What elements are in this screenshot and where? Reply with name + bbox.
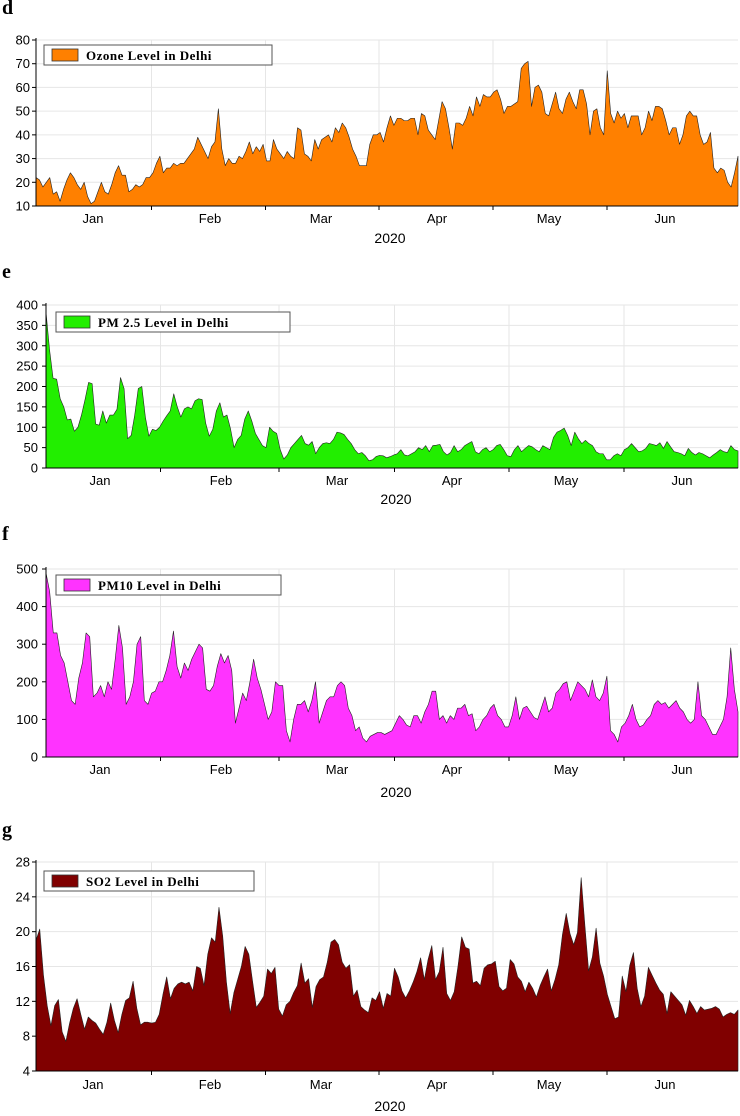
- y-tick-label: 100: [16, 420, 38, 435]
- y-tick-label: 300: [16, 637, 38, 652]
- panel-letter: d: [2, 0, 13, 19]
- legend-box: [43, 870, 255, 892]
- series-area: [45, 311, 739, 469]
- y-tick-label: 30: [16, 151, 30, 166]
- y-tick-label: 300: [16, 338, 38, 353]
- x-tick-label: Mar: [310, 211, 333, 226]
- legend-box: [55, 574, 282, 596]
- x-tick-label: Jun: [672, 762, 693, 777]
- legend-label: PM 2.5 Level in Delhi: [98, 315, 229, 330]
- y-tick-label: 0: [31, 461, 38, 476]
- x-tick-label: Feb: [210, 473, 232, 488]
- y-tick-label: 24: [16, 889, 30, 904]
- x-tick-label: May: [554, 762, 579, 777]
- legend-swatch: [51, 48, 79, 62]
- y-tick-label: 150: [16, 399, 38, 414]
- y-tick-label: 0: [31, 750, 38, 765]
- x-tick-label: Feb: [199, 1077, 221, 1092]
- x-tick-label: Jan: [90, 473, 111, 488]
- legend: PM10 Level in Delhi: [55, 574, 282, 596]
- x-tick-label: Jun: [655, 1077, 676, 1092]
- chart-panel-d: d 10 20 30 40 50 60 70 80 Jan Feb Mar Apr May Jun 2020 O…: [2, 0, 739, 246]
- legend: Ozone Level in Delhi: [43, 44, 273, 66]
- legend: PM 2.5 Level in Delhi: [55, 311, 291, 333]
- series-area: [35, 61, 739, 207]
- x-axis-label: 2020: [374, 230, 405, 246]
- x-tick-label: Jan: [83, 1077, 104, 1092]
- chart-panel-g: g 4 8 12 16 20 24 28 Jan Feb Mar Apr May Jun 2020 SO2 L…: [2, 819, 739, 1114]
- series-area: [35, 877, 739, 1072]
- legend-swatch: [51, 874, 79, 888]
- x-tick-label: Jan: [83, 211, 104, 226]
- legend-box: [43, 44, 273, 66]
- y-tick-label: 350: [16, 318, 38, 333]
- y-tick-label: 60: [16, 80, 30, 95]
- x-tick-label: Jan: [90, 762, 111, 777]
- x-tick-label: Jun: [672, 473, 693, 488]
- y-tick-label: 400: [16, 298, 38, 313]
- panel-letter: e: [2, 261, 11, 283]
- x-axis-label: 2020: [380, 491, 411, 507]
- y-tick-label: 200: [16, 674, 38, 689]
- y-tick-label: 50: [16, 104, 30, 119]
- x-tick-label: Apr: [442, 473, 463, 488]
- y-tick-label: 16: [16, 959, 30, 974]
- y-tick-label: 400: [16, 599, 38, 614]
- y-tick-label: 250: [16, 359, 38, 374]
- y-tick-label: 8: [23, 1029, 30, 1044]
- x-tick-label: Apr: [442, 762, 463, 777]
- x-tick-label: Jun: [655, 211, 676, 226]
- y-tick-label: 70: [16, 56, 30, 71]
- panel-letter: f: [2, 523, 9, 545]
- panel-letter: g: [2, 819, 12, 841]
- legend-swatch: [63, 578, 91, 592]
- x-tick-label: Mar: [326, 762, 349, 777]
- chart-panel-f: f 0 100 200 300 400 500 Jan Feb Mar Apr May Jun 2020 P…: [2, 523, 739, 800]
- y-tick-label: 28: [16, 855, 30, 870]
- x-tick-label: Feb: [199, 211, 221, 226]
- y-tick-label: 12: [16, 994, 30, 1009]
- series-area: [45, 572, 739, 758]
- y-tick-label: 100: [16, 712, 38, 727]
- y-tick-label: 500: [16, 562, 38, 577]
- legend-label: SO2 Level in Delhi: [86, 874, 199, 889]
- x-axis-label: 2020: [380, 784, 411, 800]
- y-tick-label: 40: [16, 127, 30, 142]
- x-tick-label: May: [537, 1077, 562, 1092]
- x-tick-label: May: [537, 211, 562, 226]
- y-tick-label: 50: [24, 440, 38, 455]
- x-tick-label: Apr: [427, 211, 448, 226]
- y-tick-label: 20: [16, 175, 30, 190]
- y-tick-label: 80: [16, 33, 30, 48]
- legend-label: Ozone Level in Delhi: [86, 48, 212, 63]
- y-tick-label: 200: [16, 379, 38, 394]
- legend-label: PM10 Level in Delhi: [98, 578, 221, 593]
- x-tick-label: Mar: [310, 1077, 333, 1092]
- legend-swatch: [63, 315, 91, 329]
- x-tick-label: Feb: [210, 762, 232, 777]
- legend-box: [55, 311, 291, 333]
- legend: SO2 Level in Delhi: [43, 870, 255, 892]
- x-tick-label: Apr: [427, 1077, 448, 1092]
- y-tick-label: 10: [16, 199, 30, 214]
- x-axis-label: 2020: [374, 1098, 405, 1114]
- y-tick-label: 20: [16, 924, 30, 939]
- x-tick-label: Mar: [326, 473, 349, 488]
- chart-panel-e: e 0 50 100 150 200 250 300 350 400 Jan Feb Mar Apr May…: [2, 261, 739, 507]
- y-tick-label: 4: [23, 1064, 30, 1079]
- x-tick-label: May: [554, 473, 579, 488]
